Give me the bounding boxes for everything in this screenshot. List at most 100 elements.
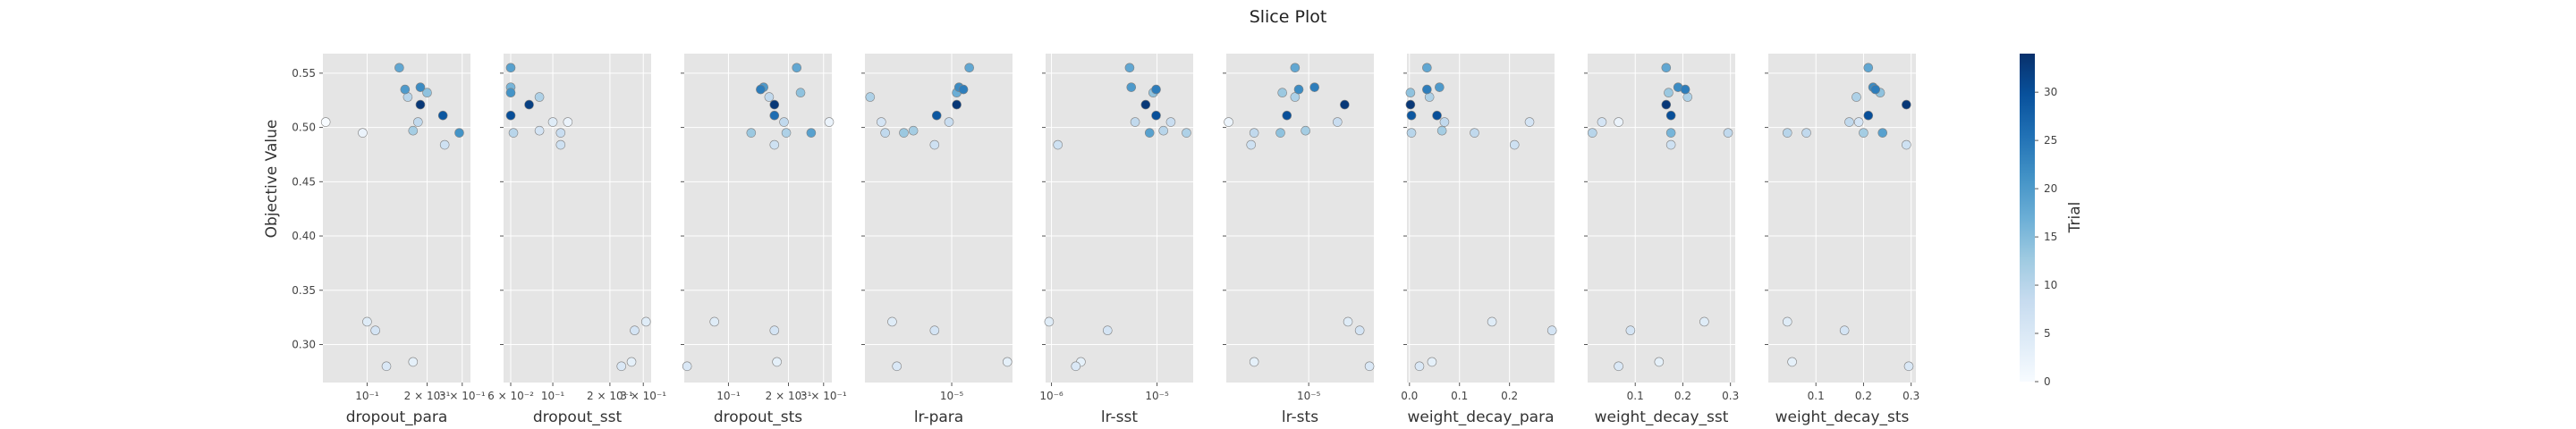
data-point[interactable] xyxy=(709,316,720,327)
data-point[interactable] xyxy=(1844,117,1854,127)
data-point[interactable] xyxy=(1723,128,1733,138)
data-point[interactable] xyxy=(400,84,411,95)
data-point[interactable] xyxy=(769,99,780,110)
data-point[interactable] xyxy=(1364,361,1375,372)
data-point[interactable] xyxy=(1435,82,1445,92)
data-point[interactable] xyxy=(422,88,432,98)
data-point[interactable] xyxy=(1290,63,1301,73)
data-point[interactable] xyxy=(505,110,516,121)
data-point[interactable] xyxy=(1664,88,1674,98)
data-point[interactable] xyxy=(1432,110,1442,121)
data-point[interactable] xyxy=(1301,125,1310,136)
data-point[interactable] xyxy=(454,128,464,138)
data-point[interactable] xyxy=(630,325,640,336)
data-point[interactable] xyxy=(1853,117,1864,127)
data-point[interactable] xyxy=(1406,128,1417,138)
data-point[interactable] xyxy=(505,88,516,98)
data-point[interactable] xyxy=(415,82,426,92)
data-point[interactable] xyxy=(534,125,545,136)
data-point[interactable] xyxy=(899,128,909,138)
data-point[interactable] xyxy=(1903,361,1914,372)
data-point[interactable] xyxy=(769,139,780,150)
data-point[interactable] xyxy=(1130,117,1140,127)
data-point[interactable] xyxy=(1249,357,1259,367)
data-point[interactable] xyxy=(563,117,573,127)
data-point[interactable] xyxy=(772,357,782,367)
data-point[interactable] xyxy=(1275,128,1285,138)
data-point[interactable] xyxy=(756,84,766,95)
data-point[interactable] xyxy=(1340,99,1350,110)
data-point[interactable] xyxy=(1614,117,1623,127)
data-point[interactable] xyxy=(779,117,789,127)
data-point[interactable] xyxy=(413,117,423,127)
data-point[interactable] xyxy=(524,99,534,110)
data-point[interactable] xyxy=(1414,361,1425,372)
data-point[interactable] xyxy=(795,88,806,98)
data-point[interactable] xyxy=(1665,128,1676,138)
data-point[interactable] xyxy=(408,357,419,367)
data-point[interactable] xyxy=(892,361,902,372)
data-point[interactable] xyxy=(1249,128,1259,138)
data-point[interactable] xyxy=(764,92,775,102)
data-point[interactable] xyxy=(1614,361,1623,372)
data-point[interactable] xyxy=(1309,82,1319,92)
data-point[interactable] xyxy=(682,361,692,372)
data-point[interactable] xyxy=(1487,316,1497,327)
data-point[interactable] xyxy=(1102,325,1113,336)
data-point[interactable] xyxy=(1524,117,1535,127)
data-point[interactable] xyxy=(931,110,942,121)
data-point[interactable] xyxy=(1002,357,1013,367)
data-point[interactable] xyxy=(1801,128,1811,138)
data-point[interactable] xyxy=(1165,117,1176,127)
data-point[interactable] xyxy=(1427,357,1437,367)
data-point[interactable] xyxy=(887,316,897,327)
data-point[interactable] xyxy=(1126,82,1137,92)
data-point[interactable] xyxy=(1509,139,1520,150)
data-point[interactable] xyxy=(358,128,368,138)
data-point[interactable] xyxy=(439,139,450,150)
data-point[interactable] xyxy=(952,99,962,110)
data-point[interactable] xyxy=(1588,128,1597,138)
data-point[interactable] xyxy=(908,125,919,136)
data-point[interactable] xyxy=(1787,357,1797,367)
data-point[interactable] xyxy=(555,139,566,150)
data-point[interactable] xyxy=(1293,84,1304,95)
data-point[interactable] xyxy=(1151,84,1161,95)
data-point[interactable] xyxy=(1782,316,1792,327)
data-point[interactable] xyxy=(1439,117,1450,127)
data-point[interactable] xyxy=(1852,92,1861,102)
data-point[interactable] xyxy=(1665,110,1676,121)
data-point[interactable] xyxy=(1246,139,1257,150)
data-point[interactable] xyxy=(626,357,637,367)
data-point[interactable] xyxy=(1422,84,1432,95)
data-point[interactable] xyxy=(1354,325,1365,336)
data-point[interactable] xyxy=(781,128,792,138)
data-point[interactable] xyxy=(806,128,817,138)
data-point[interactable] xyxy=(964,63,974,73)
data-point[interactable] xyxy=(1597,117,1607,127)
data-point[interactable] xyxy=(505,63,516,73)
data-point[interactable] xyxy=(929,325,940,336)
data-point[interactable] xyxy=(1405,88,1416,98)
data-point[interactable] xyxy=(1470,128,1479,138)
data-point[interactable] xyxy=(1151,110,1161,121)
data-point[interactable] xyxy=(1877,128,1888,138)
data-point[interactable] xyxy=(1699,316,1709,327)
data-point[interactable] xyxy=(1182,128,1191,138)
data-point[interactable] xyxy=(1044,316,1055,327)
data-point[interactable] xyxy=(1333,117,1343,127)
data-point[interactable] xyxy=(555,128,566,138)
data-point[interactable] xyxy=(381,361,392,372)
data-point[interactable] xyxy=(1863,63,1874,73)
data-point[interactable] xyxy=(1839,325,1850,336)
data-point[interactable] xyxy=(1343,316,1353,327)
data-point[interactable] xyxy=(1124,63,1135,73)
data-point[interactable] xyxy=(1546,325,1557,336)
data-point[interactable] xyxy=(1782,128,1792,138)
data-point[interactable] xyxy=(1661,63,1672,73)
data-point[interactable] xyxy=(1277,88,1287,98)
data-point[interactable] xyxy=(880,128,890,138)
data-point[interactable] xyxy=(1661,99,1672,110)
data-point[interactable] xyxy=(1053,139,1063,150)
data-point[interactable] xyxy=(616,361,627,372)
